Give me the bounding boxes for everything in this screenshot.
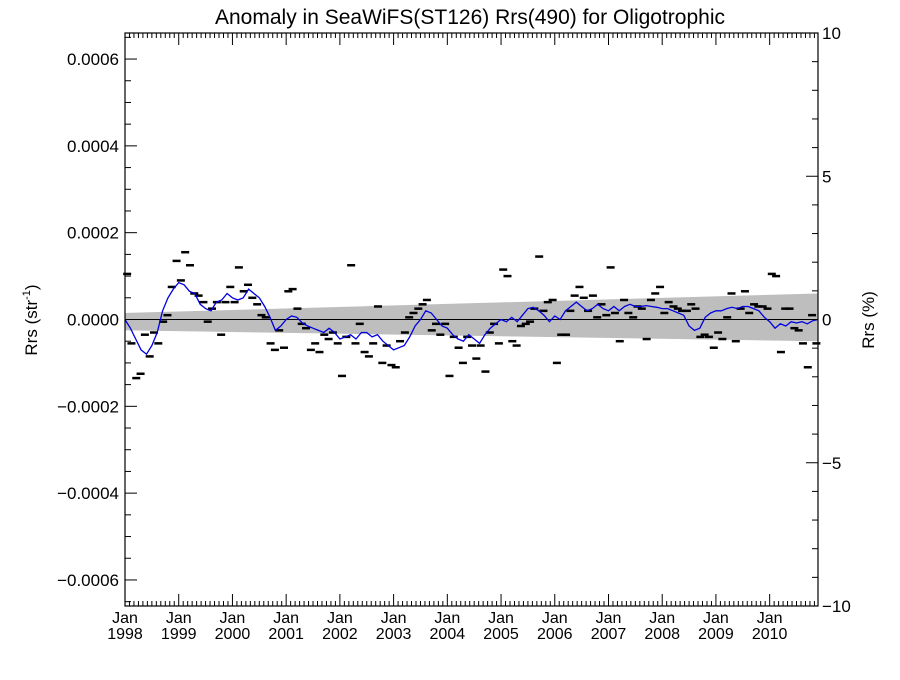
y-tick-label-left: 0.0000	[67, 311, 119, 330]
x-tick-year-label: 2009	[698, 626, 734, 643]
y-tick-label-left: 0.0006	[67, 50, 119, 69]
x-tick-month-label: Jan	[757, 610, 783, 627]
x-tick-year-label: 2000	[215, 626, 251, 643]
x-tick-year-label: 2010	[752, 626, 788, 643]
y-axis-label-left-close: )	[22, 284, 41, 290]
x-tick-month-label: Jan	[327, 610, 353, 627]
y-tick-label-left: 0.0002	[67, 224, 119, 243]
x-tick-year-label: 2004	[430, 626, 466, 643]
x-tick-month-label: Jan	[273, 610, 299, 627]
y-tick-label-right: −10	[822, 597, 851, 616]
x-tick-year-label: 2008	[644, 626, 680, 643]
x-tick-year-label: 2005	[483, 626, 519, 643]
x-tick-year-label: 2006	[537, 626, 573, 643]
x-tick-month-label: Jan	[112, 610, 138, 627]
y-tick-label-right: 5	[822, 167, 831, 186]
y-tick-label-left: −0.0002	[57, 397, 119, 416]
running-mean-line	[124, 281, 819, 356]
x-tick-month-label: Jan	[488, 610, 514, 627]
y-tick-label-left: 0.0004	[67, 137, 119, 156]
y-tick-label-right: −5	[822, 454, 841, 473]
x-tick-month-label: Jan	[703, 610, 729, 627]
plot-area: −0.0006 −0.0004 −0.0002 0.0000 0.0002 0.0004 0…	[57, 24, 851, 643]
x-tick-year-label: 1999	[161, 626, 197, 643]
x-tick-month-label: Jan	[220, 610, 246, 627]
x-tick-year-label: 2001	[268, 626, 304, 643]
x-tick-month-label: Jan	[596, 610, 622, 627]
x-tick-month-label: Jan	[649, 610, 675, 627]
y-axis-label-left: Rrs (str-1)	[21, 284, 41, 355]
y-tick-label-left: −0.0006	[57, 571, 119, 590]
x-tick-year-label: 1998	[107, 626, 143, 643]
x-tick-month-label: Jan	[381, 610, 407, 627]
y-tick-label-left: −0.0004	[57, 484, 119, 503]
y-axis-label-left-sup: -1	[21, 290, 33, 300]
x-tick-year-label: 2007	[591, 626, 627, 643]
x-tick-year-label: 2002	[322, 626, 358, 643]
y-tick-label-right: 10	[822, 24, 841, 43]
y-axis-label-right: Rrs (%)	[859, 291, 878, 349]
y-tick-label-right: 0	[822, 311, 831, 330]
x-tick-year-label: 2003	[376, 626, 412, 643]
chart-title: Anomaly in SeaWiFS(ST126) Rrs(490) for O…	[215, 6, 725, 29]
x-tick-month-label: Jan	[542, 610, 568, 627]
x-tick-month-label: Jan	[434, 610, 460, 627]
x-tick-month-label: Jan	[166, 610, 192, 627]
trend-confidence-band	[125, 293, 818, 342]
